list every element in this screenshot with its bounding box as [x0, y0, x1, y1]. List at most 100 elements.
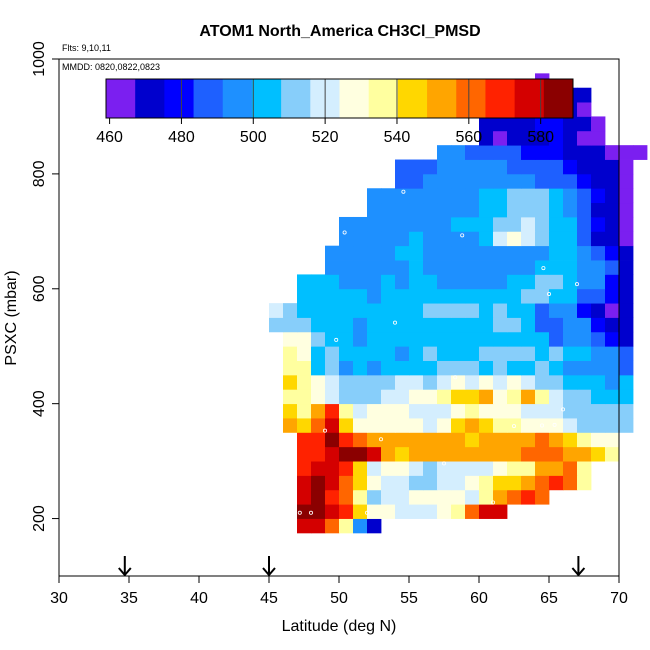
heat-cell-r8-c11 — [437, 403, 452, 419]
heat-cell-r11-c8 — [395, 360, 410, 376]
heat-cell-r7-c8 — [395, 418, 410, 433]
colorbar-swatch-4 — [222, 79, 253, 118]
heat-cell-r18-c18 — [577, 260, 592, 275]
heat-cell-r4-c3 — [339, 461, 354, 476]
heat-cell-r5-c5 — [367, 446, 382, 462]
heat-cell-r13-c18 — [535, 331, 550, 347]
heat-cell-r16-c14 — [493, 288, 508, 304]
heat-cell-r24-c2 — [423, 173, 438, 189]
heat-cell-r13-c7 — [381, 331, 396, 347]
heat-cell-r16-c20 — [577, 288, 592, 304]
heat-cell-r4-c9 — [423, 461, 438, 476]
x-tick-label-1: 35 — [120, 590, 138, 607]
heat-cell-r8-c9 — [409, 403, 424, 419]
heat-cell-r6-c7 — [395, 432, 410, 448]
heat-cell-r14-c19 — [535, 317, 550, 333]
heat-cell-r19-c0 — [325, 245, 340, 261]
heat-cell-r21-c3 — [381, 216, 396, 232]
heat-cell-r15-c17 — [507, 303, 522, 318]
heat-cell-r22-c7 — [465, 202, 480, 218]
heat-cell-r16-c22 — [605, 288, 620, 304]
heat-cell-r27-c5 — [549, 130, 564, 146]
heat-cell-r30-c5 — [577, 87, 592, 103]
heat-cell-r9-c16 — [507, 389, 522, 405]
heat-cell-r21-c20 — [619, 216, 634, 232]
heat-cell-r21-c0 — [339, 216, 354, 232]
heat-cell-r1-c13 — [479, 504, 494, 519]
heat-cell-r23-c12 — [535, 188, 550, 204]
heat-cell-r22-c14 — [563, 202, 578, 218]
heat-cell-r21-c5 — [409, 216, 424, 232]
heat-cell-r17-c0 — [297, 274, 312, 290]
heat-cell-r1-c2 — [325, 504, 340, 519]
heat-cell-r9-c15 — [493, 389, 508, 405]
heat-cell-r7-c0 — [283, 418, 298, 433]
heat-cell-r10-c14 — [479, 374, 494, 390]
heat-cell-r6-c21 — [591, 432, 606, 448]
heat-cell-r21-c11 — [493, 216, 508, 232]
heat-cell-r22-c16 — [591, 202, 606, 218]
heat-cell-r14-c24 — [605, 317, 620, 333]
heat-cell-r4-c17 — [535, 461, 550, 476]
heat-cell-r14-c2 — [297, 317, 312, 333]
heat-cell-r26-c9 — [563, 145, 578, 160]
heat-cell-r4-c15 — [507, 461, 522, 476]
heat-cell-r25-c3 — [437, 159, 452, 175]
heat-cell-r9-c17 — [521, 389, 536, 405]
heat-cell-r7-c7 — [381, 418, 396, 433]
heat-cell-r20-c11 — [493, 231, 508, 247]
heat-cell-r24-c13 — [577, 173, 592, 189]
heat-cell-r6-c17 — [535, 432, 550, 448]
heat-cell-r13-c5 — [353, 331, 368, 347]
heat-cell-r12-c4 — [339, 346, 354, 361]
heat-cell-r16-c10 — [437, 288, 452, 304]
heat-cell-r28-c7 — [577, 116, 592, 132]
heat-cell-r13-c24 — [619, 331, 634, 347]
heat-cell-r14-c20 — [549, 317, 564, 333]
heat-cell-r25-c11 — [549, 159, 564, 175]
heat-cell-r9-c6 — [367, 389, 382, 405]
colorbar-tick-label-1: 480 — [168, 129, 195, 146]
heat-cell-r14-c8 — [381, 317, 396, 333]
heat-cell-r6-c5 — [367, 432, 382, 448]
heat-cell-r16-c7 — [395, 288, 410, 304]
heat-cell-r3-c12 — [465, 475, 480, 491]
heat-cell-r14-c4 — [325, 317, 340, 333]
heat-cell-r7-c20 — [563, 418, 578, 433]
heat-cell-r15-c4 — [325, 303, 340, 318]
heat-cell-r5-c3 — [339, 446, 354, 462]
heat-cell-r27-c3 — [521, 130, 536, 146]
heat-cell-r20-c19 — [605, 231, 620, 247]
heat-cell-r17-c16 — [521, 274, 536, 290]
heat-cell-r28-c3 — [521, 116, 536, 132]
heat-cell-r11-c1 — [297, 360, 312, 376]
heat-cell-r9-c8 — [395, 389, 410, 405]
sample-marker-14 — [547, 291, 552, 296]
latitude-arrows — [118, 556, 586, 577]
heat-cell-r23-c6 — [451, 188, 466, 204]
heat-cell-r9-c1 — [297, 389, 312, 405]
heat-cell-r27-c6 — [563, 130, 578, 146]
heat-cell-r7-c18 — [535, 418, 550, 433]
heat-cell-r11-c0 — [283, 360, 298, 376]
heat-cell-r6-c8 — [409, 432, 424, 448]
heat-cell-r24-c14 — [591, 173, 606, 189]
heat-cell-r15-c10 — [409, 303, 424, 318]
heat-cell-r5-c15 — [507, 446, 522, 462]
heat-cell-r4-c8 — [409, 461, 424, 476]
heat-cell-r20-c9 — [465, 231, 480, 247]
heat-cell-r13-c1 — [297, 331, 312, 347]
x-tick-label-3: 45 — [260, 590, 278, 607]
sample-marker-9 — [552, 422, 557, 427]
heat-cell-r20-c7 — [437, 231, 452, 247]
heat-cell-r1-c4 — [353, 504, 368, 519]
heat-cell-r17-c15 — [507, 274, 522, 290]
heat-cell-r2-c4 — [353, 489, 368, 505]
heat-cell-r6-c15 — [507, 432, 522, 448]
heat-cell-r19-c21 — [619, 245, 634, 261]
heat-cell-r2-c8 — [409, 489, 424, 505]
heat-cell-r10-c7 — [381, 374, 396, 390]
heat-cell-r9-c12 — [451, 389, 466, 405]
heat-cell-r21-c19 — [605, 216, 620, 232]
heat-cell-r13-c11 — [437, 331, 452, 347]
